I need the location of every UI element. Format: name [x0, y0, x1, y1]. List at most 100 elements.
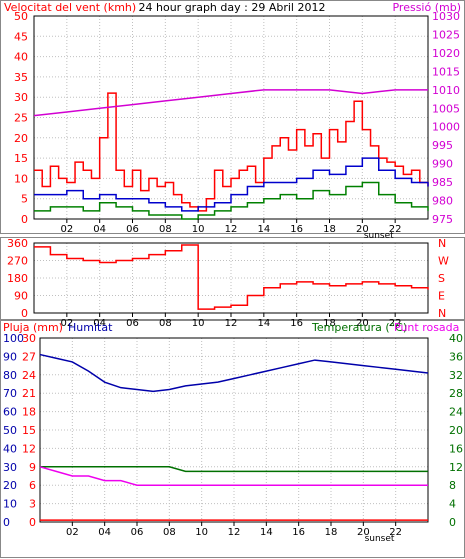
temperature-axis-title: Temperatura (°C): [311, 321, 407, 334]
humidity-y-tick-label: 0: [3, 516, 10, 529]
rain-axis-title: Pluja (mm): [3, 321, 63, 334]
wind-y-tick-label: 30: [14, 91, 28, 104]
x-tick-label-sunset: sunset: [365, 534, 395, 544]
humidity-y-tick-label: 30: [3, 461, 17, 474]
compass-label: N: [438, 237, 446, 250]
series-line-pressure: [33, 89, 428, 117]
x-tick-label: 06: [126, 318, 139, 329]
dewpoint-axis-title: Punt rosada: [394, 321, 459, 334]
humidity-y-tick-label: 20: [3, 479, 17, 492]
humidity-y-tick-label: 50: [3, 424, 17, 437]
pressure-y-tick-label: 1030: [432, 10, 460, 23]
chart-title: 24 hour graph day : 29 Abril 2012: [139, 1, 326, 14]
x-tick-label: 04: [93, 224, 106, 235]
wind-y-tick-label: 45: [14, 30, 28, 43]
x-tick-label: 02: [66, 527, 79, 538]
temperature-y-tick-label: 0: [449, 516, 456, 529]
x-tick-label: 14: [257, 318, 270, 329]
x-tick-label: 10: [195, 527, 208, 538]
x-tick-label: 14: [257, 224, 270, 235]
pressure-y-tick-label: 1010: [432, 84, 460, 97]
wind-y-tick-label: 40: [14, 51, 28, 64]
series-line-temperature: [40, 466, 428, 473]
x-tick-label: 12: [225, 318, 238, 329]
humidity-y-tick-label: 10: [3, 498, 17, 511]
x-tick-label: 14: [260, 527, 273, 538]
rain-y-tick-label: 24: [22, 369, 36, 382]
temperature-y-tick-label: 40: [449, 332, 463, 345]
temperature-y-tick-label: 16: [449, 442, 463, 455]
series-line-direction: [34, 244, 429, 310]
series-line-minimum: [34, 181, 429, 220]
x-tick-label: 22: [389, 224, 402, 235]
wind-y-tick-label: 15: [14, 152, 28, 165]
wind-axis-title: Velocitat del vent (kmh): [4, 1, 136, 14]
humidity-y-tick-label: 80: [3, 369, 17, 382]
humidity-y-tick-label: 90: [3, 350, 17, 363]
x-tick-label: 08: [163, 527, 176, 538]
humidity-y-tick-label: 40: [3, 442, 17, 455]
x-tick-label: 08: [159, 224, 172, 235]
pressure-y-tick-label: 995: [432, 139, 453, 152]
temperature-y-tick-label: 8: [449, 479, 456, 492]
x-tick-label: 20: [356, 318, 369, 329]
direction-y-tick-label: 180: [7, 272, 28, 285]
pressure-y-tick-label: 1000: [432, 121, 460, 134]
x-tick-label: 20: [356, 224, 369, 235]
pressure-axis-title: Pressió (mb): [392, 1, 461, 14]
x-tick-label: 06: [126, 224, 139, 235]
direction-grid: [33, 242, 429, 314]
x-tick-label: 22: [389, 318, 402, 329]
humidity-y-tick-label: 100: [3, 332, 24, 345]
pressure-y-tick-label: 1020: [432, 47, 460, 60]
direction-y-tick-label: 270: [7, 255, 28, 268]
temperature-y-tick-label: 32: [449, 369, 463, 382]
pressure-y-tick-label: 1025: [432, 28, 460, 41]
rain-y-tick-label: 21: [22, 387, 36, 400]
x-tick-label-sunset: sunset: [364, 231, 394, 241]
wind-y-tick-label: 0: [21, 213, 28, 226]
x-tick-label: 12: [228, 527, 241, 538]
rain-y-tick-label: 15: [22, 424, 36, 437]
x-tick-label: 18: [323, 318, 336, 329]
pressure-y-tick-label: 985: [432, 176, 453, 189]
temperature-y-tick-label: 20: [449, 424, 463, 437]
x-tick-label: 10: [192, 224, 205, 235]
x-tick-label: 16: [292, 527, 305, 538]
rain-y-tick-label: 30: [22, 332, 36, 345]
rain-y-tick-label: 27: [22, 350, 36, 363]
x-tick-label: 08: [159, 318, 172, 329]
direction-y-tick-label: 90: [14, 290, 28, 303]
x-tick-label: 10: [192, 318, 205, 329]
x-tick-label: 04: [93, 318, 106, 329]
rain-y-tick-label: 3: [29, 498, 36, 511]
humidity-axis-title: Humitat: [68, 321, 113, 334]
rain-y-tick-label: 12: [22, 442, 36, 455]
x-tick-label: 16: [290, 318, 303, 329]
x-tick-label: 02: [60, 318, 73, 329]
rain-y-tick-label: 6: [29, 479, 36, 492]
pressure-y-tick-label: 980: [432, 195, 453, 208]
wind-y-tick-label: 25: [14, 112, 28, 125]
temperature-y-tick-label: 24: [449, 406, 463, 419]
x-tick-label: 20: [357, 527, 370, 538]
temperature-y-tick-label: 4: [449, 498, 456, 511]
rain-y-tick-label: 0: [29, 516, 36, 529]
temperature-y-tick-label: 28: [449, 387, 463, 400]
series-line-gust: [34, 92, 429, 212]
x-tick-label: 02: [60, 224, 73, 235]
wind-y-tick-label: 35: [14, 71, 28, 84]
series-line-average: [34, 157, 429, 212]
compass-label: W: [438, 255, 449, 268]
compass-label: S: [438, 272, 445, 285]
wind-grid: [33, 15, 429, 220]
temperature-y-tick-label: 12: [449, 461, 463, 474]
series-line-dewpoint: [39, 466, 428, 486]
direction-y-tick-label: 360: [7, 237, 28, 250]
x-tick-label: 16: [290, 224, 303, 235]
plot-area-border: [33, 242, 429, 314]
x-tick-label: 18: [323, 224, 336, 235]
rain-y-tick-label: 18: [22, 406, 36, 419]
direction-y-tick-label: 0: [21, 307, 28, 320]
